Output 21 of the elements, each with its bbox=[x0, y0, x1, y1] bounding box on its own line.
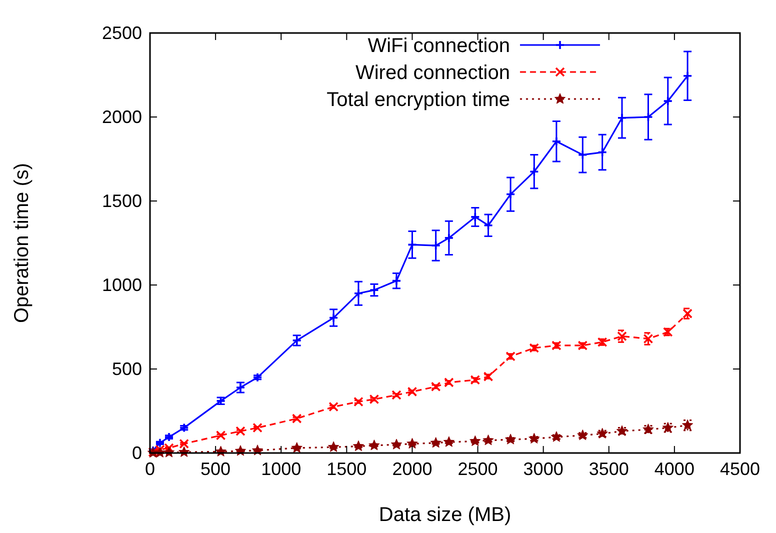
y-tick-label: 2500 bbox=[102, 23, 142, 43]
x-tick-label: 1000 bbox=[261, 459, 302, 479]
x-tick-label: 3000 bbox=[523, 459, 564, 479]
legend-label: WiFi connection bbox=[368, 35, 510, 57]
x-tick-label: 3500 bbox=[588, 459, 629, 479]
legend-label: Total encryption time bbox=[326, 89, 510, 111]
y-tick-label: 0 bbox=[132, 443, 142, 463]
y-tick-label: 2000 bbox=[102, 107, 142, 127]
x-tick-label: 500 bbox=[200, 459, 231, 479]
x-axis-title: Data size (MB) bbox=[378, 504, 512, 526]
y-axis-title: Operation time (s) bbox=[11, 162, 33, 324]
y-tick-label: 500 bbox=[112, 359, 142, 379]
y-tick-label: 1500 bbox=[102, 191, 142, 211]
x-tick-label: 2000 bbox=[392, 459, 432, 479]
legend-label: Wired connection bbox=[355, 62, 510, 84]
x-tick-label: 2500 bbox=[458, 459, 498, 479]
x-tick-label: 1500 bbox=[326, 459, 367, 479]
y-tick-label: 1000 bbox=[102, 275, 142, 295]
x-tick-label: 4500 bbox=[720, 459, 760, 479]
x-tick-label: 4000 bbox=[654, 459, 694, 479]
x-tick-label: 0 bbox=[144, 459, 156, 479]
